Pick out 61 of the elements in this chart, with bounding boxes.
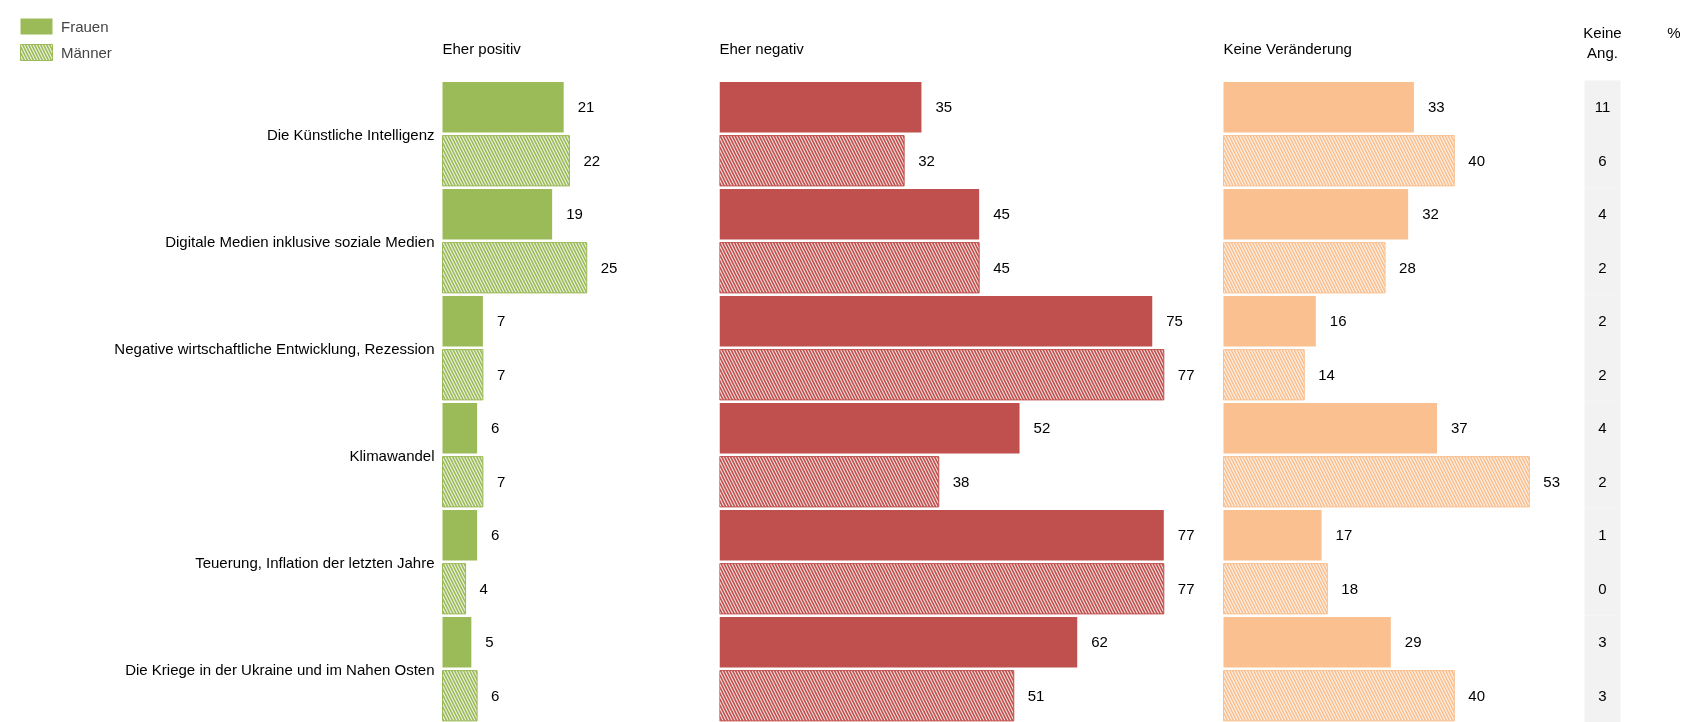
y-tick-label: Die Künstliche Intelligenz [266,125,435,143]
text: % [1667,23,1681,41]
data-label: 4 [1598,205,1607,223]
data-label: 2 [1598,365,1607,383]
data-label: 40 [1468,151,1485,169]
data-label: 4 [1598,419,1607,437]
y-tick-label: Negative wirtschaftliche Entwicklung, Rezession [114,339,435,357]
data-label: 22 [583,151,601,169]
data-label: 45 [993,205,1010,223]
legend-label: Männer [61,43,112,61]
data-label: 18 [1341,579,1359,597]
data-label: 32 [918,151,935,169]
data-label: 38 [952,472,970,490]
data-label: 6 [491,526,500,544]
data-label: 6 [1598,151,1607,169]
data-label: 17 [1335,526,1353,544]
data-label: 51 [1027,686,1045,704]
data-label: 3 [1598,633,1607,651]
y-tick-label: Digitale Medien inklusive soziale Medien [165,232,435,250]
data-label: 3 [1598,686,1607,704]
data-label: 7 [496,472,506,490]
data-label: 14 [1318,365,1335,383]
data-label: 1 [1598,526,1607,544]
data-label: 4 [479,579,488,597]
data-label: 16 [1329,312,1347,330]
data-label: 77 [1177,365,1195,383]
data-label: 11 [1594,98,1611,116]
data-label: 62 [1091,633,1108,651]
data-label: 29 [1404,633,1422,651]
data-label: 32 [1422,205,1439,223]
data-label: 40 [1468,686,1485,704]
data-label: 35 [935,98,953,116]
y-tick-label: Teuerung, Inflation der letzten Jahre [195,553,435,571]
data-label: 7 [496,365,506,383]
data-label: 33 [1427,98,1445,116]
text: Keine Ang. [1583,23,1622,61]
data-label: 28 [1399,258,1416,276]
data-label: 77 [1177,579,1195,597]
legend-label: Frauen [61,17,109,35]
text: Eher negativ [719,39,805,57]
data-label: 77 [1177,526,1195,544]
y-tick-label: Die Kriege in der Ukraine und im Nahen Osten [125,660,435,678]
data-label: 7 [496,312,506,330]
data-label: 75 [1166,312,1183,330]
y-tick-label: Klimawandel [349,446,435,464]
data-label: 2 [1598,312,1607,330]
data-label: 2 [1598,472,1607,490]
data-label: 25 [600,258,618,276]
data-label: 2 [1598,258,1607,276]
chart-title: Eher positiv [442,39,522,57]
data-label: 5 [485,633,494,651]
data-label: 0 [1598,579,1607,597]
data-label: 45 [993,258,1010,276]
data-label: 37 [1450,419,1468,437]
data-label: 52 [1033,419,1051,437]
chart-title: Keine Veränderung [1223,39,1352,57]
data-label: 21 [577,98,595,116]
data-label: 6 [491,419,500,437]
data-label: 19 [566,205,583,223]
data-label: 6 [491,686,500,704]
data-label: 53 [1543,472,1560,490]
